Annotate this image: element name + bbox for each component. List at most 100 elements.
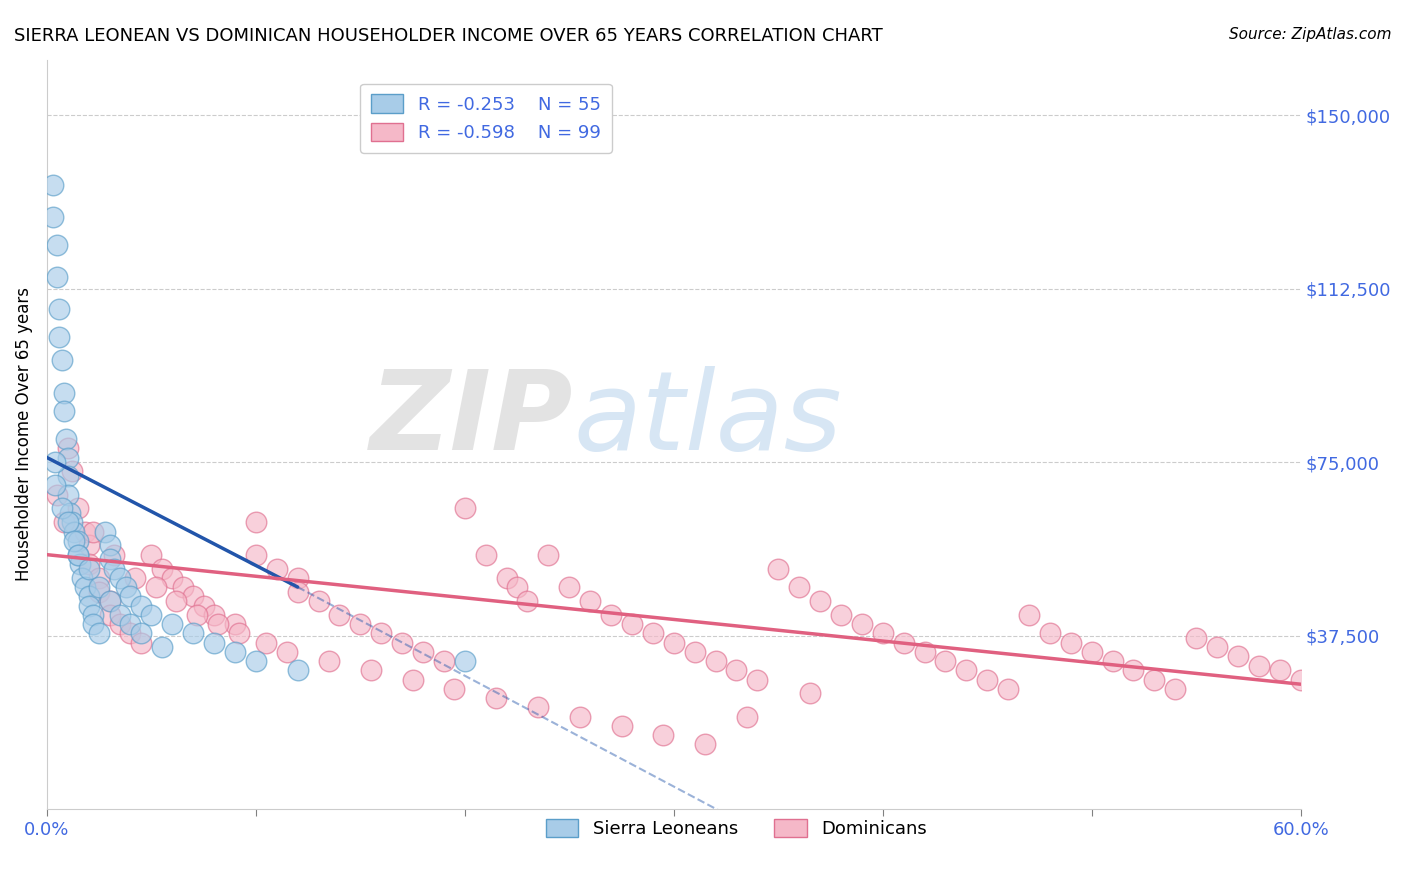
Point	[98, 538, 121, 552]
Point	[1060, 635, 1083, 649]
Point	[1122, 663, 1144, 677]
Point	[997, 681, 1019, 696]
Point	[683, 645, 706, 659]
Point	[46, 270, 69, 285]
Point	[108, 617, 131, 632]
Point	[193, 599, 215, 613]
Point	[1268, 663, 1291, 677]
Point	[207, 617, 229, 632]
Point	[59, 506, 82, 520]
Point	[1289, 673, 1312, 687]
Point	[401, 673, 423, 687]
Point	[600, 607, 623, 622]
Point	[55, 432, 77, 446]
Point	[46, 237, 69, 252]
Point	[162, 617, 184, 632]
Point	[89, 584, 111, 599]
Point	[349, 617, 371, 632]
Point	[181, 626, 204, 640]
Point	[77, 561, 100, 575]
Point	[1039, 626, 1062, 640]
Point	[98, 607, 121, 622]
Point	[454, 501, 477, 516]
Point	[42, 178, 65, 192]
Point	[558, 580, 581, 594]
Legend: Sierra Leoneans, Dominicans: Sierra Leoneans, Dominicans	[538, 812, 934, 845]
Point	[328, 607, 350, 622]
Point	[495, 571, 517, 585]
Point	[516, 594, 538, 608]
Point	[89, 580, 111, 594]
Point	[1080, 645, 1102, 659]
Point	[1143, 673, 1166, 687]
Point	[725, 663, 748, 677]
Point	[82, 607, 104, 622]
Point	[287, 663, 309, 677]
Point	[360, 663, 382, 677]
Point	[893, 635, 915, 649]
Point	[768, 561, 790, 575]
Point	[77, 599, 100, 613]
Point	[1164, 681, 1187, 696]
Point	[454, 654, 477, 668]
Point	[60, 464, 83, 478]
Point	[181, 590, 204, 604]
Point	[318, 654, 340, 668]
Point	[48, 302, 70, 317]
Point	[124, 571, 146, 585]
Text: Source: ZipAtlas.com: Source: ZipAtlas.com	[1229, 27, 1392, 42]
Point	[56, 469, 79, 483]
Point	[94, 524, 117, 539]
Point	[976, 673, 998, 687]
Point	[202, 607, 225, 622]
Point	[266, 561, 288, 575]
Point	[51, 353, 73, 368]
Point	[120, 590, 142, 604]
Point	[52, 404, 75, 418]
Point	[108, 571, 131, 585]
Point	[98, 552, 121, 566]
Point	[82, 617, 104, 632]
Point	[72, 571, 94, 585]
Point	[63, 524, 86, 539]
Point	[202, 635, 225, 649]
Point	[872, 626, 894, 640]
Point	[172, 580, 194, 594]
Point	[693, 737, 716, 751]
Point	[287, 571, 309, 585]
Point	[652, 728, 675, 742]
Point	[77, 538, 100, 552]
Point	[82, 524, 104, 539]
Point	[103, 561, 125, 575]
Point	[914, 645, 936, 659]
Point	[276, 645, 298, 659]
Point	[165, 594, 187, 608]
Y-axis label: Householder Income Over 65 years: Householder Income Over 65 years	[15, 287, 32, 582]
Point	[129, 599, 152, 613]
Point	[77, 590, 100, 604]
Point	[568, 709, 591, 723]
Point	[308, 594, 330, 608]
Point	[224, 617, 246, 632]
Point	[89, 626, 111, 640]
Point	[641, 626, 664, 640]
Point	[42, 210, 65, 224]
Point	[56, 516, 79, 530]
Point	[735, 709, 758, 723]
Point	[120, 626, 142, 640]
Text: atlas: atlas	[574, 366, 842, 473]
Point	[145, 580, 167, 594]
Point	[56, 442, 79, 456]
Point	[955, 663, 977, 677]
Point	[44, 478, 66, 492]
Point	[141, 548, 163, 562]
Text: SIERRA LEONEAN VS DOMINICAN HOUSEHOLDER INCOME OVER 65 YEARS CORRELATION CHART: SIERRA LEONEAN VS DOMINICAN HOUSEHOLDER …	[14, 27, 883, 45]
Point	[245, 548, 267, 562]
Point	[704, 654, 727, 668]
Point	[934, 654, 956, 668]
Point	[610, 719, 633, 733]
Point	[46, 487, 69, 501]
Point	[51, 501, 73, 516]
Point	[1185, 631, 1208, 645]
Point	[245, 654, 267, 668]
